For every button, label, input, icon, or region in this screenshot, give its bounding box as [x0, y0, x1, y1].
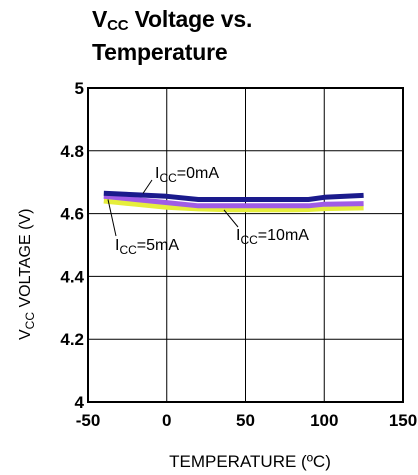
title-line2: Temperature [92, 39, 228, 65]
x-tick-label-2: 50 [236, 411, 255, 430]
series-label-1: ICC=5mA [115, 237, 179, 257]
y-axis-label: VCC VOLTAGE (V) [17, 209, 37, 340]
series-line-2 [103, 198, 364, 213]
y-tick-label-3: 4.4 [60, 267, 84, 286]
x-tick-label-3: 100 [310, 411, 338, 430]
title-v: V [92, 6, 108, 32]
series-leader-0 [142, 179, 153, 194]
series-leader-1 [107, 199, 117, 237]
y-tick-label-1: 4.8 [60, 142, 84, 161]
chart-title: VCC Voltage vs. Temperature [92, 6, 252, 66]
series-leader-2 [223, 209, 239, 228]
x-tick-label-4: 150 [389, 411, 417, 430]
title-rest: Voltage vs. [128, 6, 253, 32]
y-tick-label-0: 5 [75, 79, 84, 98]
plot-frame [87, 87, 404, 403]
y-tick-label-5: 4 [75, 393, 85, 412]
x-axis-label: TEMPERATURE (ºC) [169, 452, 331, 471]
series-line-0 [103, 190, 364, 202]
series-label-2: ICC=10mA [236, 227, 309, 247]
y-tick-label-2: 4.6 [60, 205, 84, 224]
series-line-1 [103, 193, 364, 209]
series-label-0: ICC=0mA [155, 165, 219, 185]
title-sub: CC [107, 17, 129, 34]
x-tick-label-1: 0 [162, 411, 171, 430]
y-tick-label-4: 4.2 [60, 330, 84, 349]
x-tick-label-0: -50 [76, 411, 101, 430]
